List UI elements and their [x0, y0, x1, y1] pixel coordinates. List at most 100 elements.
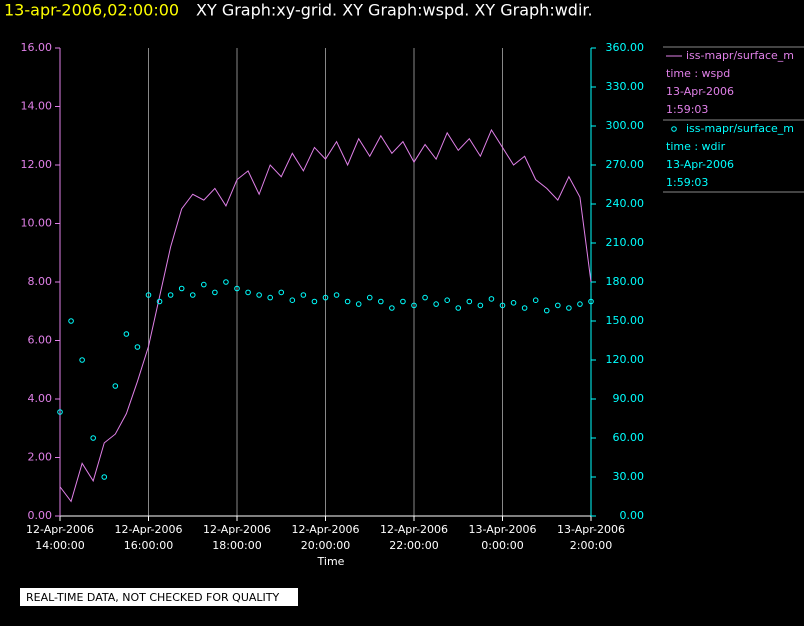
y2-tick-label: 120.00: [606, 353, 645, 366]
data-point: [466, 298, 473, 305]
data-point: [278, 289, 285, 296]
data-point: [577, 301, 583, 307]
y-tick-label: 0.00: [28, 509, 53, 522]
data-point: [510, 300, 517, 306]
data-point: [389, 305, 395, 311]
data-point: [433, 301, 439, 307]
y2-tick-label: 180.00: [606, 275, 645, 288]
legend-label: 1:59:03: [666, 103, 708, 116]
x-tick-label: 12-Apr-2006: [380, 523, 448, 536]
y2-tick-label: 330.00: [606, 80, 645, 93]
data-point: [400, 298, 406, 305]
y-tick-label: 4.00: [28, 392, 53, 405]
x-tick-label: 13-Apr-2006: [468, 523, 536, 536]
data-point: [178, 285, 185, 292]
x-axis-label: Time: [317, 555, 345, 568]
data-point: [267, 294, 273, 301]
data-point: [543, 307, 550, 314]
data-point: [378, 298, 384, 305]
data-point: [123, 331, 130, 337]
x-tick-label: 20:00:00: [301, 539, 350, 552]
y2-tick-label: 300.00: [606, 119, 645, 132]
data-point: [79, 357, 85, 363]
y-tick-label: 14.00: [21, 100, 53, 113]
data-point: [555, 302, 561, 309]
y2-tick-label: 270.00: [606, 158, 645, 171]
x-tick-label: 22:00:00: [389, 539, 438, 552]
data-point: [101, 474, 108, 480]
x-tick-label: 0:00:00: [481, 539, 523, 552]
chart-title: XY Graph:xy-grid. XY Graph:wspd. XY Grap…: [196, 1, 593, 20]
data-point: [189, 292, 196, 298]
data-point: [223, 279, 229, 285]
y-tick-label: 2.00: [28, 451, 53, 464]
legend-label: time : wspd: [666, 67, 730, 80]
footer-box: [20, 588, 298, 606]
data-point: [167, 292, 174, 298]
data-point: [212, 289, 218, 296]
x-tick-label: 13-Apr-2006: [557, 523, 625, 536]
y2-tick-label: 90.00: [613, 392, 645, 405]
data-point: [411, 302, 417, 309]
data-point: [444, 297, 450, 304]
y2-tick-label: 240.00: [606, 197, 645, 210]
y2-tick-label: 30.00: [613, 470, 645, 483]
data-point: [488, 296, 495, 302]
data-point: [68, 318, 74, 324]
y2-tick-label: 0.00: [620, 509, 645, 522]
data-point: [422, 294, 428, 301]
legend-label: 1:59:03: [666, 176, 708, 189]
data-point: [112, 383, 119, 389]
y-tick-label: 8.00: [28, 275, 53, 288]
series-line: [59, 128, 592, 503]
data-point: [156, 298, 163, 305]
data-point: [234, 285, 240, 292]
data-point: [145, 292, 152, 298]
data-point: [245, 289, 251, 296]
y-tick-label: 16.00: [21, 41, 53, 54]
x-tick-label: 12-Apr-2006: [26, 523, 94, 536]
title-time: 13-apr-2006,02:00:00: [4, 1, 179, 20]
data-point: [311, 298, 318, 305]
y-tick-label: 12.00: [21, 158, 53, 171]
legend-swatch: [671, 126, 677, 132]
footer: REAL-TIME DATA, NOT CHECKED FOR QUALITY: [26, 591, 280, 604]
data-point: [322, 294, 329, 301]
data-point: [588, 298, 594, 305]
x-tick-label: 12-Apr-2006: [203, 523, 271, 536]
data-point: [499, 302, 506, 309]
x-tick-label: 12-Apr-2006: [114, 523, 182, 536]
data-point: [355, 301, 362, 307]
data-point: [289, 297, 296, 304]
legend-label: time : wdir: [666, 140, 726, 153]
data-point: [521, 305, 528, 311]
data-point: [300, 292, 307, 298]
legend-label: 13-Apr-2006: [666, 158, 734, 171]
legend-label: 13-Apr-2006: [666, 85, 734, 98]
data-point: [344, 298, 351, 305]
y-tick-label: 10.00: [21, 217, 53, 230]
y2-tick-label: 210.00: [606, 236, 645, 249]
y2-tick-label: 360.00: [606, 41, 645, 54]
data-point: [532, 297, 539, 304]
x-tick-label: 18:00:00: [212, 539, 261, 552]
x-tick-label: 14:00:00: [35, 539, 84, 552]
data-point: [477, 302, 484, 309]
data-point: [455, 305, 462, 311]
y2-tick-label: 150.00: [606, 314, 645, 327]
data-point: [366, 294, 373, 301]
legend-label: iss-mapr/surface_m: [686, 122, 794, 135]
x-tick-label: 16:00:00: [124, 539, 173, 552]
legend-label: iss-mapr/surface_m: [686, 49, 794, 62]
y-tick-label: 6.00: [28, 334, 53, 347]
data-point: [57, 409, 63, 415]
x-tick-label: 2:00:00: [570, 539, 612, 552]
data-point: [201, 281, 207, 288]
data-point: [134, 344, 141, 350]
y2-tick-label: 60.00: [613, 431, 645, 444]
data-point: [256, 292, 262, 298]
x-tick-label: 12-Apr-2006: [291, 523, 359, 536]
data-point: [333, 292, 340, 298]
data-point: [90, 435, 96, 441]
